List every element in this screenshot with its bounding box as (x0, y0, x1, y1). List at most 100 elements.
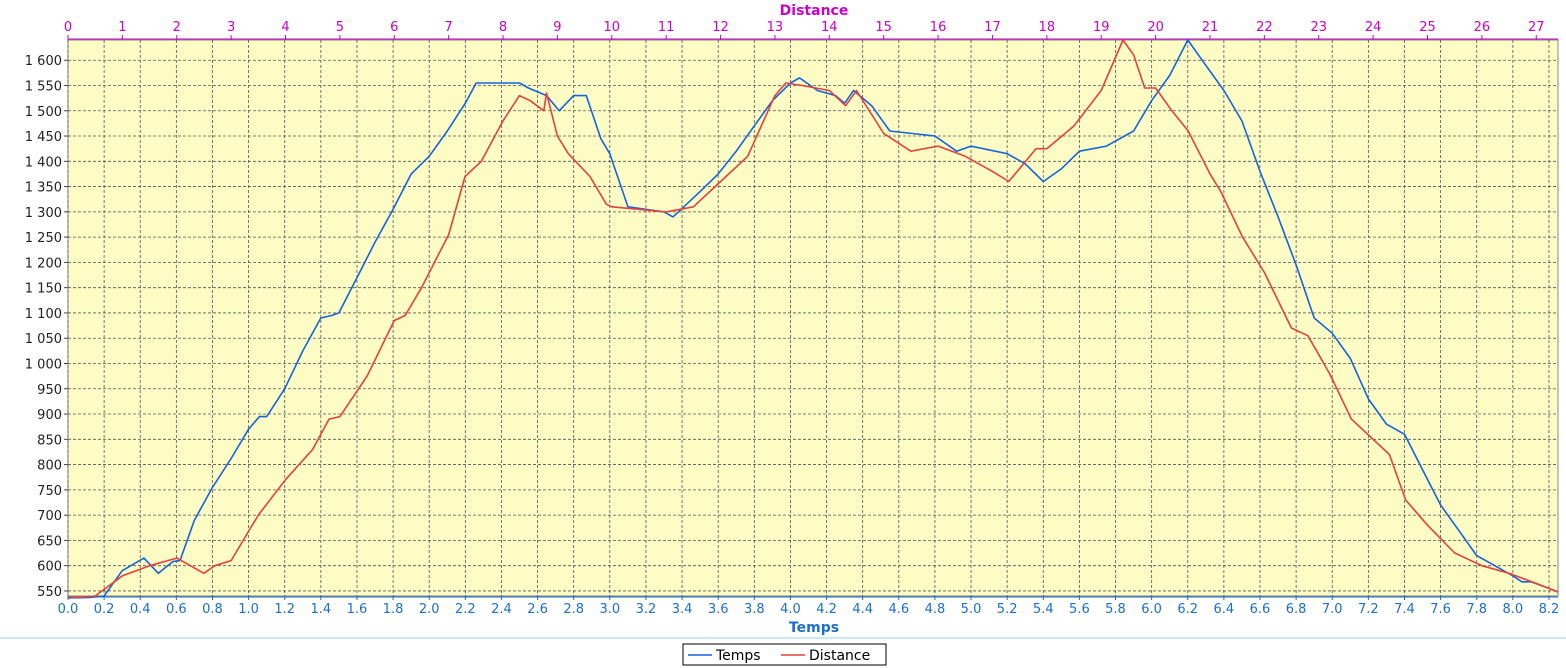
y-tick-label: 1 200 (25, 256, 62, 271)
x-bottom-tick-label: 1.6 (347, 602, 368, 617)
x-bottom-tick-label: 0.2 (94, 602, 115, 617)
x-bottom-tick-label: 3.4 (672, 602, 693, 617)
x-bottom-tick-label: 6.6 (1250, 602, 1271, 617)
x-top-tick-label: 25 (1419, 20, 1436, 35)
legend: Temps Distance (682, 643, 887, 666)
y-tick-label: 1 100 (25, 307, 62, 322)
y-tick-label: 1 450 (25, 130, 62, 145)
x-bottom-tick-label: 7.6 (1430, 602, 1451, 617)
x-bottom-tick-label: 1.4 (311, 602, 332, 617)
x-bottom-tick-label: 2.0 (419, 602, 440, 617)
x-bottom-tick-label: 8.2 (1539, 602, 1560, 617)
x-top-tick-label: 5 (336, 20, 344, 35)
x-top-tick-label: 22 (1256, 20, 1273, 35)
x-top-tick-label: 12 (712, 20, 729, 35)
y-tick-label: 800 (37, 459, 62, 474)
x-bottom-tick-label: 8.0 (1503, 602, 1524, 617)
x-bottom-tick-label: 3.2 (636, 602, 657, 617)
y-tick-label: 550 (37, 585, 62, 600)
x-bottom-tick-label: 0.6 (166, 602, 187, 617)
y-tick-label: 1 500 (25, 105, 62, 120)
x-bottom-tick-label: 6.4 (1214, 602, 1235, 617)
x-bottom-tick-label: 6.0 (1141, 602, 1162, 617)
x-top-axis-title: Distance (780, 3, 849, 19)
x-top-tick-label: 23 (1310, 20, 1327, 35)
x-top-tick-label: 26 (1474, 20, 1491, 35)
x-bottom-tick-label: 1.8 (383, 602, 404, 617)
x-top-tick-label: 6 (390, 20, 398, 35)
y-axis-ticks: 550 600 650 700 750 800 850 900 950 1 000 1 050 1 1… (25, 54, 68, 600)
x-bottom-tick-label: 7.2 (1358, 602, 1379, 617)
y-tick-label: 1 000 (25, 357, 62, 372)
x-bottom-tick-label: 4.6 (888, 602, 909, 617)
x-top-tick-label: 2 (173, 20, 181, 35)
x-bottom-tick-label: 0.4 (130, 602, 151, 617)
x-bottom-tick-label: 4.0 (780, 602, 801, 617)
x-bottom-tick-label: 7.0 (1322, 602, 1343, 617)
legend-label-distance: Distance (809, 648, 870, 664)
x-bottom-tick-label: 3.8 (744, 602, 765, 617)
x-top-tick-label: 19 (1093, 20, 1110, 35)
x-bottom-tick-label: 1.2 (274, 602, 295, 617)
y-tick-label: 1 400 (25, 155, 62, 170)
x-top-tick-label: 13 (767, 20, 784, 35)
x-bottom-tick-label: 4.4 (852, 602, 873, 617)
y-tick-label: 850 (37, 433, 62, 448)
series-line-distance (67, 39, 1559, 599)
x-top-tick-label: 11 (658, 20, 675, 35)
x-bottom-tick-label: 2.8 (563, 602, 584, 617)
y-tick-label: 650 (37, 534, 62, 549)
series-lines (67, 39, 1559, 599)
x-top-tick-label: 16 (930, 20, 947, 35)
x-bottom-tick-label: 3.0 (599, 602, 620, 617)
x-top-tick-label: 24 (1365, 20, 1382, 35)
x-top-tick-label: 8 (499, 20, 507, 35)
y-tick-label: 1 550 (25, 79, 62, 94)
x-top-tick-label: 3 (227, 20, 235, 35)
x-bottom-tick-label: 6.8 (1286, 602, 1307, 617)
x-top-tick-label: 27 (1528, 20, 1545, 35)
y-tick-label: 1 050 (25, 332, 62, 347)
x-bottom-tick-label: 5.0 (961, 602, 982, 617)
x-bottom-tick-label: 7.4 (1394, 602, 1415, 617)
legend-label-temps: Temps (715, 648, 761, 664)
x-bottom-tick-label: 5.6 (1069, 602, 1090, 617)
x-bottom-tick-label: 0.0 (58, 602, 79, 617)
plot-background (67, 39, 1559, 597)
x-top-tick-label: 18 (1039, 20, 1056, 35)
x-top-tick-label: 1 (118, 20, 126, 35)
x-bottom-tick-label: 1.0 (238, 602, 259, 617)
x-bottom-tick-label: 0.8 (202, 602, 223, 617)
x-bottom-axis-title: Temps (789, 620, 839, 636)
y-tick-label: 700 (37, 509, 62, 524)
x-bottom-tick-label: 4.2 (816, 602, 837, 617)
x-bottom-tick-label: 3.6 (708, 602, 729, 617)
x-bottom-tick-label: 2.4 (491, 602, 512, 617)
y-tick-label: 750 (37, 484, 62, 499)
x-top-tick-label: 14 (821, 20, 838, 35)
x-top-tick-label: 4 (281, 20, 289, 35)
x-top-tick-label: 17 (984, 20, 1001, 35)
x-bottom-axis-ticks: 0.0 0.2 0.4 0.6 0.8 1.0 1.2 1.4 1.6 1.8 2.0 2.2 2.4 2… (58, 596, 1560, 617)
x-bottom-tick-label: 7.8 (1466, 602, 1487, 617)
x-top-axis-ticks: 0 1 2 3 4 5 6 7 8 9 10 11 12 13 14 15 16 17 18 19 20 21 22 23 24… (64, 20, 1558, 40)
x-top-tick-label: 9 (553, 20, 561, 35)
y-tick-label: 1 300 (25, 206, 62, 221)
y-tick-label: 1 150 (25, 282, 62, 297)
x-top-tick-label: 0 (64, 20, 72, 35)
x-top-tick-label: 20 (1147, 20, 1164, 35)
y-tick-label: 900 (37, 408, 62, 423)
series-line-temps (67, 39, 1559, 599)
x-top-tick-label: 15 (875, 20, 892, 35)
y-tick-label: 1 350 (25, 181, 62, 196)
x-bottom-tick-label: 5.8 (1105, 602, 1126, 617)
x-bottom-tick-label: 5.4 (1033, 602, 1054, 617)
x-top-tick-label: 10 (604, 20, 621, 35)
y-tick-label: 1 250 (25, 231, 62, 246)
grid-lines (67, 40, 1558, 596)
y-tick-label: 600 (37, 560, 62, 575)
x-bottom-tick-label: 6.2 (1177, 602, 1198, 617)
y-tick-label: 1 600 (25, 54, 62, 69)
x-bottom-tick-label: 4.8 (925, 602, 946, 617)
x-bottom-tick-label: 5.2 (997, 602, 1018, 617)
